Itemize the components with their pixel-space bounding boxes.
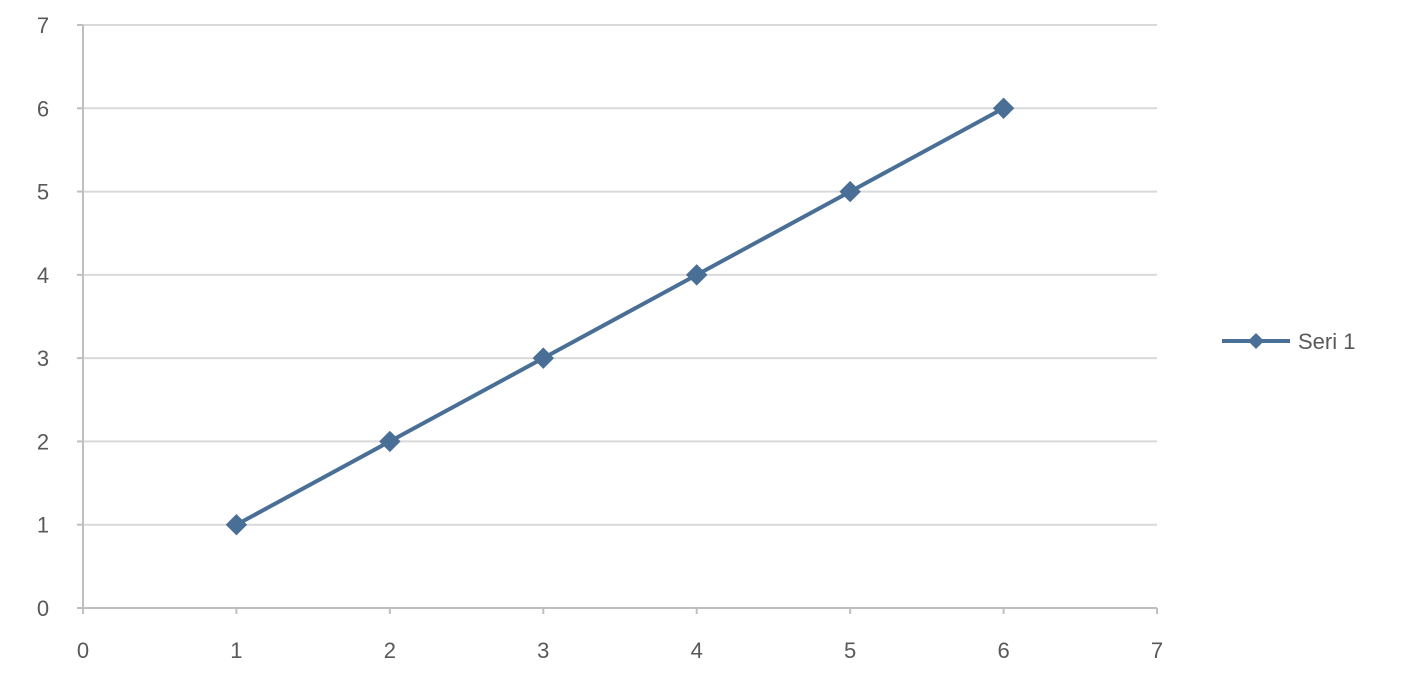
- x-tick-label-0: 0: [77, 638, 89, 663]
- series-plot: [225, 97, 1015, 536]
- data-point-0-0: [225, 514, 248, 536]
- y-tick-label-5: 5: [37, 180, 49, 205]
- data-point-0-3: [686, 264, 708, 286]
- x-tick-label-2: 2: [384, 638, 396, 663]
- x-tick-label-1: 1: [230, 638, 242, 663]
- y-tick-label-0: 0: [37, 596, 49, 621]
- tick-labels: 0 1 2 3 4 5 6 7 0 1 2 3 4 5 6 7: [37, 13, 1163, 663]
- x-tick-label-7: 7: [1151, 638, 1163, 663]
- legend-marker-0: [1248, 333, 1264, 349]
- y-tick-label-1: 1: [37, 513, 49, 538]
- data-point-0-2: [532, 347, 554, 369]
- x-tick-label-6: 6: [997, 638, 1009, 663]
- y-tick-label-4: 4: [37, 263, 49, 288]
- axes: [77, 24, 1158, 614]
- x-tick-label-5: 5: [844, 638, 856, 663]
- data-point-0-1: [379, 430, 401, 453]
- data-point-0-5: [992, 97, 1015, 119]
- series-line-0: [234, 106, 1006, 527]
- x-tick-label-4: 4: [691, 638, 703, 663]
- y-tick-label-6: 6: [37, 96, 49, 121]
- data-point-0-4: [839, 180, 861, 203]
- y-tick-label-3: 3: [37, 346, 49, 371]
- y-tick-label-7: 7: [37, 13, 49, 38]
- legend: Seri 1: [1222, 329, 1355, 354]
- y-tick-label-2: 2: [37, 429, 49, 454]
- legend-label-0: Seri 1: [1298, 329, 1355, 354]
- gridlines: [83, 24, 1157, 526]
- x-tick-label-3: 3: [537, 638, 549, 663]
